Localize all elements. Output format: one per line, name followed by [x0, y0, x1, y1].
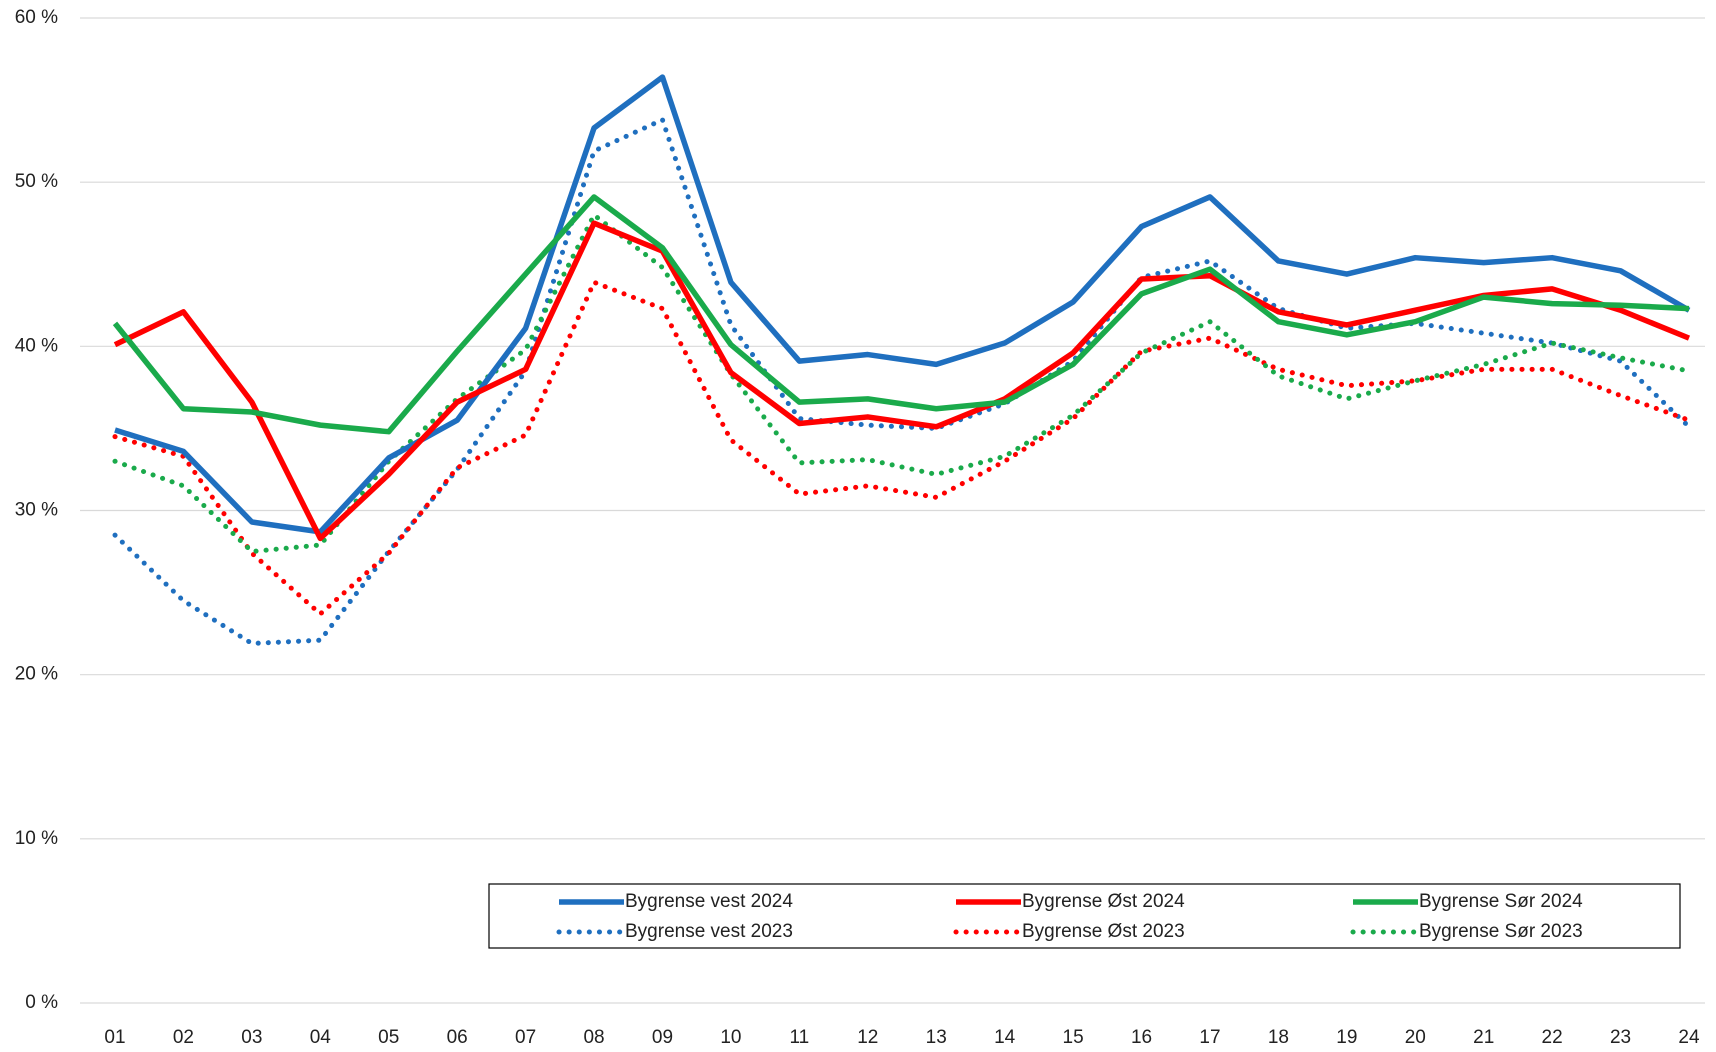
x-tick-label: 17 [1199, 1027, 1220, 1048]
series-line [113, 220, 1691, 542]
series-line [112, 279, 1692, 618]
x-tick-label: 01 [104, 1027, 125, 1048]
x-tick-label: 20 [1405, 1027, 1426, 1048]
x-tick-label: 08 [583, 1027, 604, 1048]
x-tick-label: 06 [447, 1027, 468, 1048]
y-tick-label: 50 % [15, 171, 58, 192]
y-tick-label: 40 % [15, 335, 58, 356]
x-tick-label: 22 [1542, 1027, 1563, 1048]
x-tick-label: 19 [1336, 1027, 1357, 1048]
series-line [112, 116, 1692, 647]
x-tick-label: 04 [310, 1027, 332, 1048]
x-tick-label: 03 [241, 1027, 262, 1048]
legend-label: Bygrense Sør 2023 [1419, 921, 1583, 942]
series-line [112, 211, 1692, 555]
x-tick-label: 13 [926, 1027, 947, 1048]
x-tick-label: 09 [652, 1027, 673, 1048]
legend-label: Bygrense vest 2023 [625, 921, 793, 942]
x-tick-label: 16 [1131, 1027, 1152, 1048]
x-tick-label: 15 [1063, 1027, 1084, 1048]
legend-label: Bygrense Øst 2024 [1022, 891, 1185, 912]
series-line [114, 74, 1691, 535]
x-tick-label: 11 [789, 1027, 809, 1048]
legend-label: Bygrense Øst 2023 [1022, 921, 1185, 942]
x-tick-label: 23 [1610, 1027, 1631, 1048]
y-tick-label: 0 % [25, 992, 58, 1013]
x-tick-label: 10 [720, 1027, 741, 1048]
x-tick-label: 12 [857, 1027, 878, 1048]
x-tick-label: 14 [994, 1027, 1016, 1048]
legend-label: Bygrense Sør 2024 [1419, 891, 1583, 912]
y-tick-label: 60 % [15, 7, 58, 28]
y-tick-label: 30 % [15, 500, 58, 521]
legend-box [488, 883, 1681, 949]
legend-label: Bygrense vest 2024 [625, 891, 793, 912]
x-tick-label: 18 [1268, 1027, 1289, 1048]
x-tick-label: 07 [515, 1027, 536, 1048]
y-tick-label: 10 % [15, 828, 58, 849]
series-line [112, 194, 1690, 435]
x-tick-label: 05 [378, 1027, 399, 1048]
x-tick-label: 24 [1678, 1027, 1700, 1048]
x-tick-label: 02 [173, 1027, 194, 1048]
y-tick-label: 20 % [15, 664, 58, 685]
x-tick-label: 21 [1473, 1027, 1494, 1048]
